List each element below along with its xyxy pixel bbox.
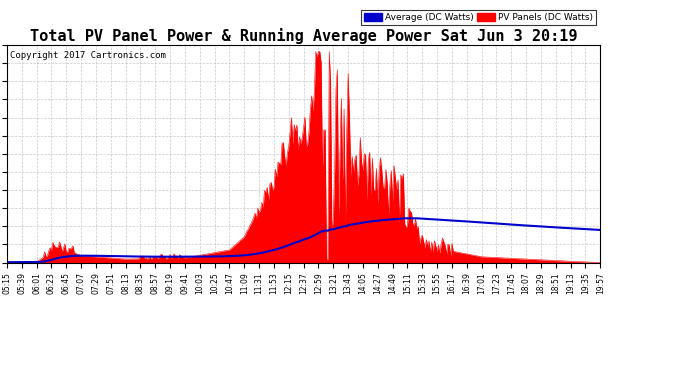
Title: Total PV Panel Power & Running Average Power Sat Jun 3 20:19: Total PV Panel Power & Running Average P… — [30, 28, 578, 44]
Text: Copyright 2017 Cartronics.com: Copyright 2017 Cartronics.com — [10, 51, 166, 60]
Legend: Average (DC Watts), PV Panels (DC Watts): Average (DC Watts), PV Panels (DC Watts) — [362, 10, 595, 25]
